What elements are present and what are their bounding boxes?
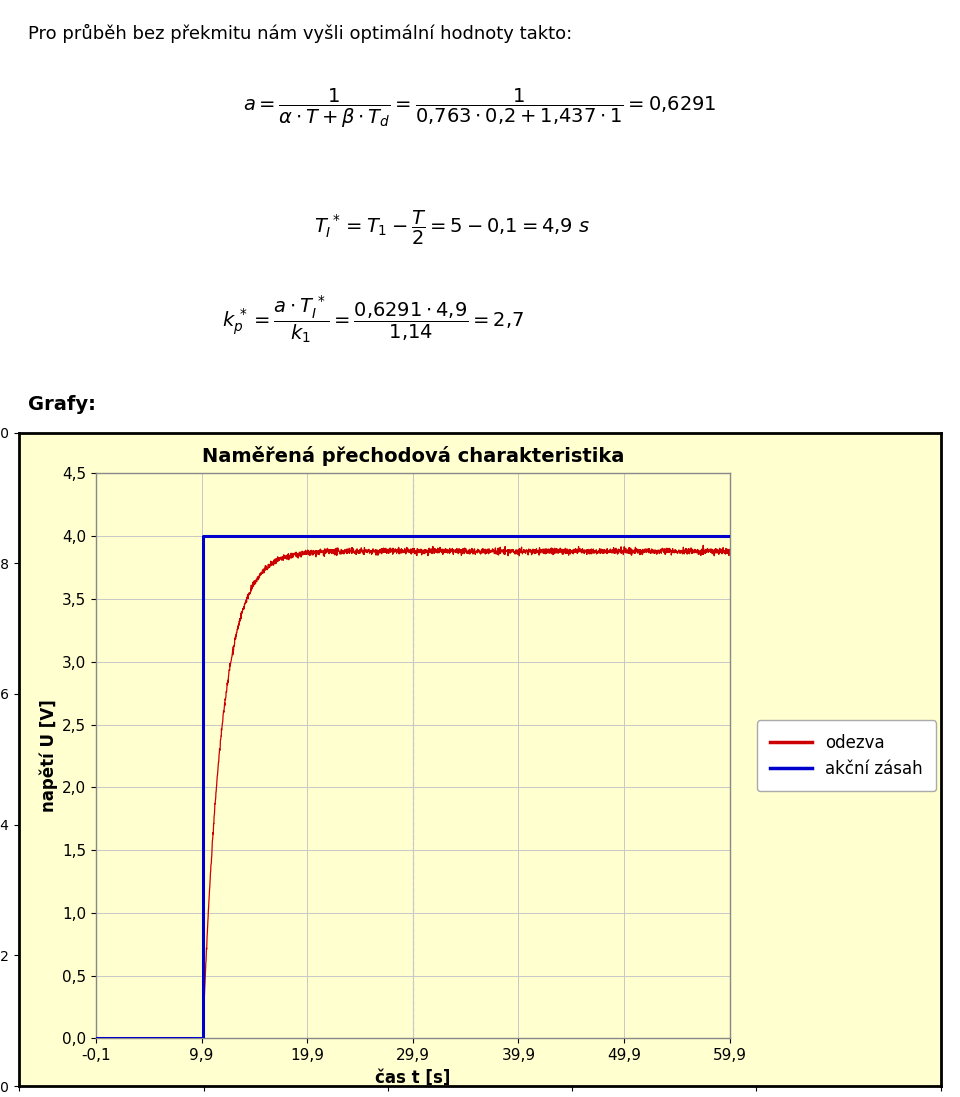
Text: $a = \dfrac{1}{\alpha \cdot T + \beta \cdot T_d} = \dfrac{1}{0{,}763 \cdot 0{,}2: $a = \dfrac{1}{\alpha \cdot T + \beta \c… (244, 87, 716, 129)
Y-axis label: napětí U [V]: napětí U [V] (39, 700, 58, 812)
Text: Pro průběh bez překmitu nám vyšli optimální hodnoty takto:: Pro průběh bez překmitu nám vyšli optimá… (29, 24, 573, 43)
Text: $T_I^{\,*} = T_1 - \dfrac{T}{2} = 5 - 0{,}1 = 4{,}9\ s$: $T_I^{\,*} = T_1 - \dfrac{T}{2} = 5 - 0{… (314, 210, 590, 247)
Title: Naměřená přechodová charakteristika: Naměřená přechodová charakteristika (202, 446, 624, 466)
Text: Grafy:: Grafy: (29, 395, 96, 414)
Legend: odezva, akční zásah: odezva, akční zásah (756, 721, 936, 791)
X-axis label: čas t [s]: čas t [s] (375, 1068, 450, 1087)
Text: $k_p^{\,*} = \dfrac{a \cdot T_I^{\,*}}{k_1} = \dfrac{0{,}6291 \cdot 4{,}9}{1{,}1: $k_p^{\,*} = \dfrac{a \cdot T_I^{\,*}}{k… (222, 293, 524, 346)
